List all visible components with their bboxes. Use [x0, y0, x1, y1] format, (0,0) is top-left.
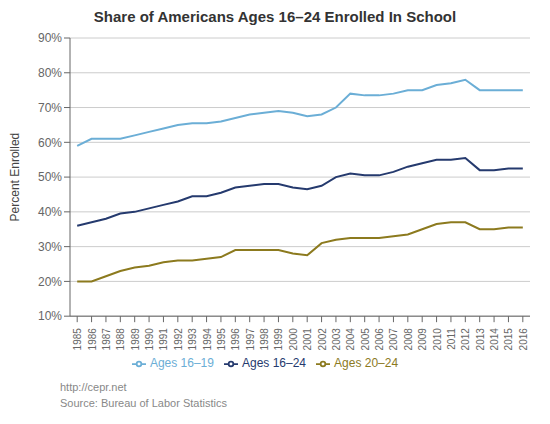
svg-text:2009: 2009 — [417, 328, 428, 351]
svg-text:1990: 1990 — [144, 328, 155, 351]
svg-text:90%: 90% — [38, 31, 62, 45]
svg-text:20%: 20% — [38, 275, 62, 289]
svg-text:2004: 2004 — [345, 328, 356, 351]
svg-text:30%: 30% — [38, 240, 62, 254]
svg-text:2012: 2012 — [460, 328, 471, 351]
svg-text:2015: 2015 — [503, 328, 514, 351]
html-text:Source: Bureau of Labor Statis: Source: Bureau of Labor Statistics — [60, 397, 227, 409]
svg-text:1987: 1987 — [101, 328, 112, 351]
svg-text:2008: 2008 — [403, 328, 414, 351]
svg-text:Percent Enrolled: Percent Enrolled — [8, 133, 22, 222]
html-text:Ages 16–24: Ages 16–24 — [242, 356, 306, 371]
html-text:Ages 16–19: Ages 16–19 — [149, 356, 214, 371]
svg-text:1991: 1991 — [158, 328, 169, 351]
svg-text:2006: 2006 — [374, 328, 385, 351]
svg-text:2014: 2014 — [489, 328, 500, 351]
svg-text:2010: 2010 — [432, 328, 443, 351]
html-text:http://cepr.net: http://cepr.net — [60, 381, 127, 393]
svg-text:2002: 2002 — [317, 328, 328, 351]
svg-text:1989: 1989 — [130, 328, 141, 351]
html-text:Ages 20–24: Ages 20–24 — [334, 356, 399, 371]
svg-text:60%: 60% — [38, 136, 62, 150]
svg-text:2000: 2000 — [288, 328, 299, 351]
svg-text:1998: 1998 — [259, 328, 270, 351]
svg-text:1994: 1994 — [202, 328, 213, 351]
svg-text:1992: 1992 — [173, 328, 184, 351]
svg-text:1999: 1999 — [273, 328, 284, 351]
svg-text:2007: 2007 — [388, 328, 399, 351]
svg-text:1996: 1996 — [230, 328, 241, 351]
svg-text:10%: 10% — [38, 309, 62, 323]
svg-text:1985: 1985 — [72, 328, 83, 351]
svg-text:1988: 1988 — [115, 328, 126, 351]
svg-text:80%: 80% — [38, 66, 62, 80]
svg-text:50%: 50% — [38, 170, 62, 184]
svg-text:2013: 2013 — [475, 328, 486, 351]
svg-text:2005: 2005 — [360, 328, 371, 351]
svg-text:1986: 1986 — [87, 328, 98, 351]
svg-text:2001: 2001 — [302, 328, 313, 351]
svg-text:2011: 2011 — [446, 328, 457, 350]
svg-text:70%: 70% — [38, 101, 62, 115]
svg-text:1993: 1993 — [187, 328, 198, 351]
svg-text:1997: 1997 — [245, 328, 256, 351]
svg-text:40%: 40% — [38, 205, 62, 219]
html-text:Share of Americans Ages 16–24: Share of Americans Ages 16–24 Enrolled I… — [93, 8, 457, 25]
svg-text:1995: 1995 — [216, 328, 227, 351]
svg-text:2016: 2016 — [518, 328, 529, 351]
svg-text:2003: 2003 — [331, 328, 342, 351]
